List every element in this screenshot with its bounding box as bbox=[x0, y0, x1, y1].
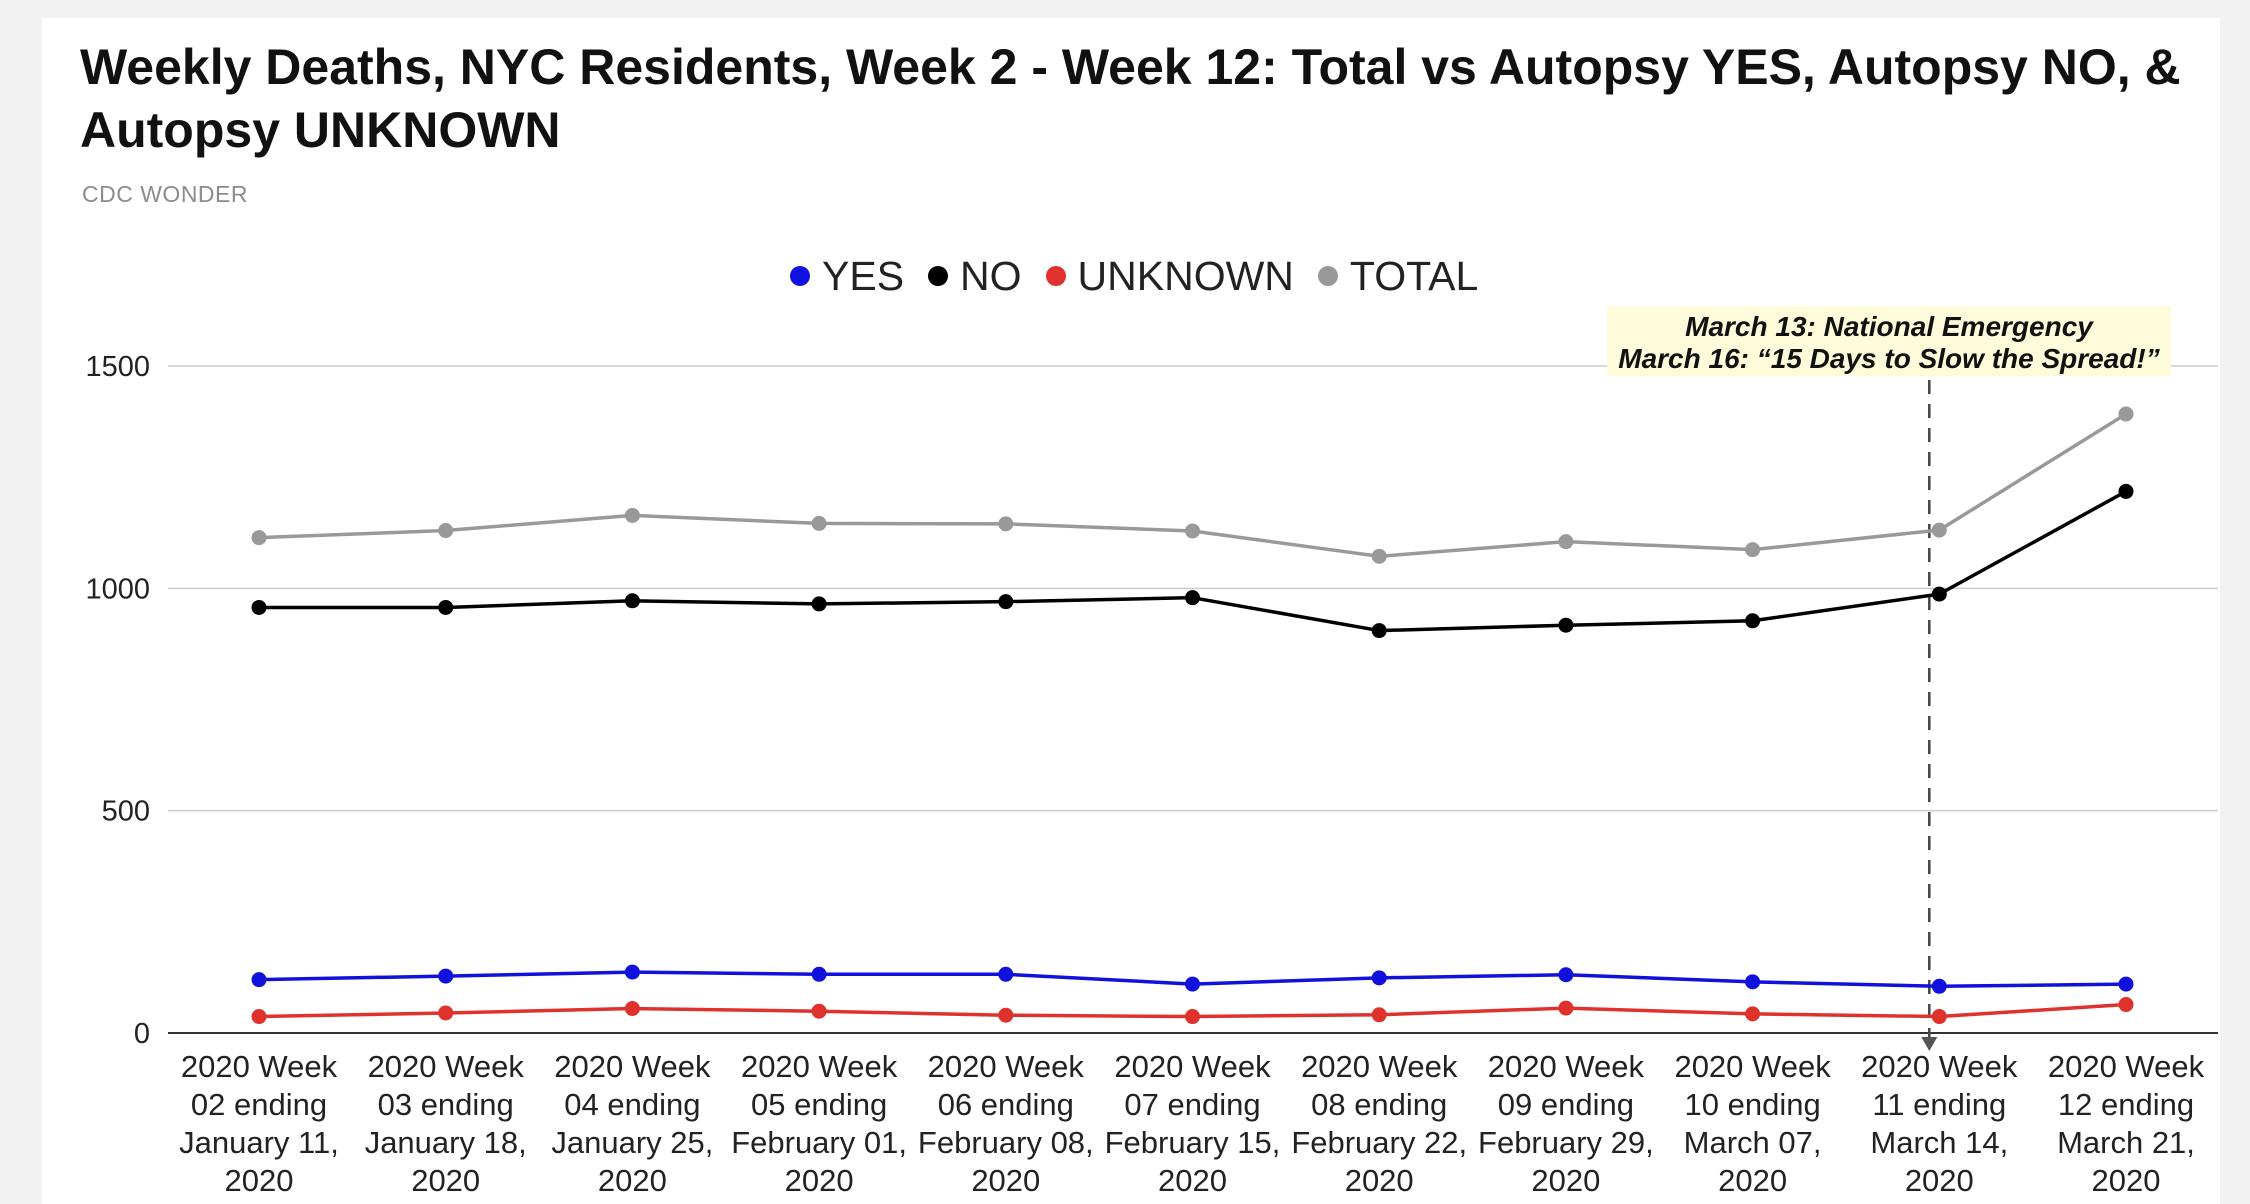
y-tick-label: 0 bbox=[134, 1018, 150, 1050]
annotation-text-line: March 13: National Emergency bbox=[1685, 311, 2094, 342]
data-point-no bbox=[1558, 617, 1574, 633]
legend-marker-unknown bbox=[1045, 266, 1066, 286]
data-point-no bbox=[811, 596, 827, 612]
x-tick-label: 2020 Week 09 ending February 29, 2020 bbox=[1478, 1049, 1654, 1198]
data-point-total bbox=[1558, 534, 1574, 550]
data-point-yes bbox=[1558, 967, 1574, 983]
data-point-unknown bbox=[998, 1007, 1014, 1023]
data-point-no bbox=[998, 594, 1014, 610]
data-point-yes bbox=[1745, 974, 1761, 990]
data-point-yes bbox=[251, 972, 267, 988]
chart-legend: YES NO UNKNOWN TOTAL bbox=[790, 250, 1502, 302]
x-tick-label: 2020 Week 12 ending March 21, 2020 bbox=[2048, 1049, 2205, 1198]
data-point-yes bbox=[1931, 978, 1947, 994]
x-tick-label: 2020 Week 07 ending February 15, 2020 bbox=[1105, 1049, 1281, 1198]
legend-item-total: TOTAL bbox=[1317, 252, 1479, 300]
legend-label-no: NO bbox=[960, 252, 1022, 299]
y-tick-label: 1500 bbox=[85, 351, 150, 383]
x-tick-label: 2020 Week 04 ending January 25, 2020 bbox=[551, 1049, 713, 1198]
y-tick-label: 1000 bbox=[85, 573, 150, 605]
legend-marker-yes bbox=[790, 266, 810, 286]
chart-card bbox=[42, 18, 2220, 1204]
data-point-total bbox=[998, 516, 1014, 532]
chart-subtitle: CDC WONDER bbox=[82, 181, 248, 207]
legend-marker-total bbox=[1317, 266, 1338, 286]
data-point-yes bbox=[438, 968, 454, 984]
legend-item-unknown: UNKNOWN bbox=[1045, 252, 1294, 300]
x-tick-label: 2020 Week 02 ending January 11, 2020 bbox=[179, 1049, 339, 1198]
data-point-total bbox=[1185, 523, 1200, 539]
legend-marker-no bbox=[928, 266, 949, 286]
data-point-total bbox=[438, 523, 454, 539]
y-tick-label: 500 bbox=[102, 796, 150, 828]
annotation-box bbox=[1607, 306, 2171, 376]
chart-title: Weekly Deaths, NYC Residents, Week 2 - W… bbox=[80, 39, 2181, 158]
data-point-yes bbox=[998, 966, 1014, 982]
data-point-no bbox=[1745, 613, 1761, 629]
x-tick-label: 2020 Week 06 ending February 08, 2020 bbox=[918, 1049, 1094, 1198]
legend-item-no: NO bbox=[928, 253, 1022, 300]
data-point-unknown bbox=[1931, 1009, 1947, 1025]
data-point-yes bbox=[1371, 970, 1387, 986]
data-point-unknown bbox=[811, 1003, 827, 1019]
series-line-no bbox=[259, 489, 2127, 633]
data-point-no bbox=[1371, 623, 1387, 639]
data-point-yes bbox=[811, 966, 827, 982]
x-tick-label: 2020 Week 05 ending February 01, 2020 bbox=[731, 1049, 907, 1198]
legend-label-total: TOTAL bbox=[1349, 252, 1479, 299]
legend-item-yes: YES bbox=[790, 253, 904, 300]
data-point-total bbox=[251, 530, 267, 546]
data-point-no bbox=[251, 599, 267, 615]
x-tick-label: 2020 Week 08 ending February 22, 2020 bbox=[1291, 1049, 1467, 1198]
data-point-total bbox=[1371, 548, 1387, 564]
x-tick-label: 2020 Week 11 ending March 14, 2020 bbox=[1861, 1049, 2018, 1198]
data-point-yes bbox=[1185, 976, 1200, 992]
data-point-no bbox=[438, 599, 454, 615]
data-point-total bbox=[1745, 542, 1761, 558]
data-point-yes bbox=[2118, 976, 2134, 992]
data-point-total bbox=[1931, 522, 1947, 538]
legend-label-unknown: UNKNOWN bbox=[1077, 252, 1294, 299]
x-tick-label: 2020 Week 10 ending March 07, 2020 bbox=[1674, 1049, 1831, 1198]
annotation-arrow-icon bbox=[1921, 1037, 1938, 1051]
legend-label-yes: YES bbox=[822, 252, 905, 299]
annotation-text-line: March 16: “15 Days to Slow the Spread!” bbox=[1618, 343, 2160, 374]
data-point-unknown bbox=[2118, 997, 2134, 1013]
data-point-no bbox=[624, 593, 640, 609]
data-point-unknown bbox=[1185, 1009, 1200, 1025]
series-lines bbox=[251, 406, 2134, 1025]
data-point-no bbox=[1931, 586, 1947, 602]
data-point-total bbox=[624, 507, 640, 523]
data-point-unknown bbox=[251, 1009, 267, 1025]
data-point-no bbox=[1185, 590, 1200, 606]
data-point-unknown bbox=[438, 1005, 454, 1021]
data-point-total bbox=[811, 515, 827, 531]
data-point-unknown bbox=[1558, 1000, 1574, 1016]
data-point-no bbox=[2118, 483, 2134, 499]
data-point-unknown bbox=[624, 1001, 640, 1017]
x-tick-label: 2020 Week 03 ending January 18, 2020 bbox=[365, 1049, 527, 1198]
data-point-unknown bbox=[1371, 1007, 1387, 1023]
data-point-unknown bbox=[1745, 1006, 1761, 1022]
data-point-total bbox=[2118, 406, 2134, 422]
y-axis-tick-labels: 0 500 1000 1500 bbox=[85, 351, 150, 1050]
data-point-yes bbox=[624, 964, 640, 980]
gridlines bbox=[168, 365, 2218, 1034]
